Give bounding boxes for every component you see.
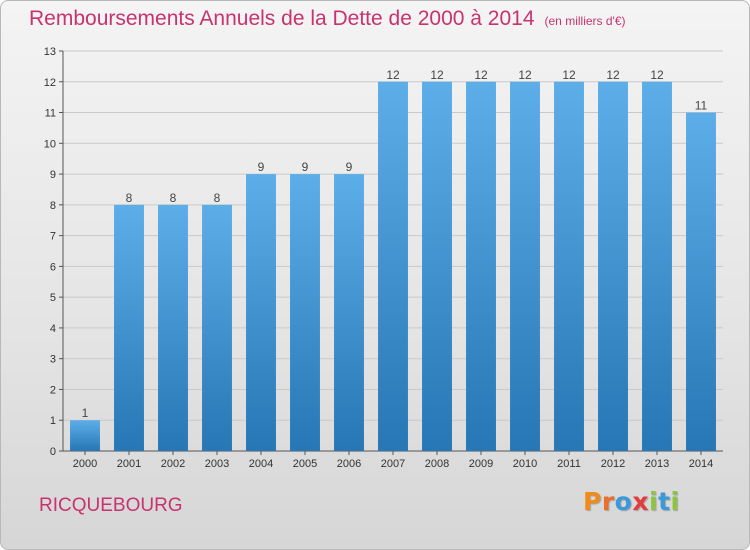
logo-letter: x — [632, 487, 649, 516]
y-tick-label: 7 — [50, 231, 56, 243]
chart-title-text: Remboursements Annuels de la Dette de 20… — [29, 7, 535, 30]
data-label-2010: 12 — [518, 68, 532, 82]
y-tick-label: 2 — [50, 384, 56, 396]
bar-2005 — [290, 174, 320, 452]
data-label-2006: 9 — [346, 160, 353, 174]
data-label-2012: 12 — [606, 68, 620, 82]
x-tick-label-2001: 2001 — [117, 458, 141, 470]
y-tick-label: 5 — [50, 292, 56, 304]
data-label-2003: 8 — [214, 191, 221, 205]
logo-letter: o — [614, 487, 633, 516]
x-tick-label-2000: 2000 — [73, 458, 97, 470]
commune-name: RICQUEBOURG — [39, 495, 183, 516]
y-tick-label: 12 — [44, 77, 56, 89]
bar-2013 — [642, 81, 672, 452]
data-label-2013: 12 — [650, 68, 664, 82]
data-label-2000: 1 — [82, 406, 89, 420]
bar-2014 — [686, 112, 716, 452]
x-tick-label-2006: 2006 — [337, 458, 361, 470]
y-tick-label: 9 — [50, 169, 56, 181]
bar-2011 — [554, 81, 584, 452]
bar-2009 — [466, 81, 496, 452]
data-label-2014: 11 — [695, 99, 708, 113]
data-label-2011: 12 — [562, 68, 576, 82]
data-label-2002: 8 — [170, 191, 177, 205]
data-label-2004: 9 — [258, 160, 265, 174]
data-labels: 1 8 8 8 9 9 9 12 12 12 12 12 12 12 11 — [82, 68, 708, 420]
chart-subtitle: (en milliers d'€) — [544, 14, 626, 28]
y-tick-label: 10 — [44, 138, 56, 150]
bar-2010 — [510, 81, 540, 452]
data-label-2001: 8 — [126, 191, 133, 205]
logo-letter: t — [658, 487, 671, 516]
chart-title: Remboursements Annuels de la Dette de 20… — [29, 7, 626, 31]
logo-letter: P — [583, 487, 602, 516]
bar-2003 — [202, 204, 232, 451]
x-tick-label-2003: 2003 — [205, 458, 229, 470]
logo-letter: i — [649, 487, 659, 516]
x-tick-label-2002: 2002 — [161, 458, 185, 470]
bar-2002 — [158, 204, 188, 451]
y-tick-label: 4 — [50, 323, 56, 335]
data-label-2005: 9 — [302, 160, 309, 174]
bar-2004 — [246, 174, 276, 452]
x-tick-label-2009: 2009 — [469, 458, 493, 470]
bars — [70, 81, 716, 452]
bar-2001 — [114, 204, 144, 451]
bar-2000 — [70, 420, 100, 451]
x-tick-label-2012: 2012 — [601, 458, 625, 470]
data-label-2009: 12 — [474, 68, 488, 82]
bar-2006 — [334, 174, 364, 452]
y-tick-label: 1 — [50, 415, 56, 427]
x-tick-label-2007: 2007 — [381, 458, 405, 470]
x-tick-label-2005: 2005 — [293, 458, 317, 470]
proxiti-logo: Proxiti — [583, 487, 680, 516]
bar-2007 — [378, 81, 408, 452]
x-tick-label-2010: 2010 — [513, 458, 537, 470]
y-tick-label: 6 — [50, 261, 56, 273]
logo-letter: r — [601, 487, 615, 516]
y-tick-label: 11 — [45, 108, 56, 120]
data-label-2008: 12 — [430, 68, 444, 82]
bar-2008 — [422, 81, 452, 452]
x-tick-label-2011: 2011 — [557, 458, 581, 470]
y-tick-label: 3 — [50, 354, 56, 366]
x-tick-label-2013: 2013 — [645, 458, 669, 470]
x-tick-label-2008: 2008 — [425, 458, 449, 470]
y-tick-label: 13 — [44, 46, 56, 58]
y-tick-label: 8 — [50, 200, 56, 212]
x-tick-label-2014: 2014 — [689, 458, 713, 470]
data-label-2007: 12 — [386, 68, 400, 82]
x-tick-label-2004: 2004 — [249, 458, 273, 470]
logo-letter: i — [670, 487, 680, 516]
bar-2012 — [598, 81, 628, 452]
y-tick-label: 0 — [50, 446, 56, 458]
